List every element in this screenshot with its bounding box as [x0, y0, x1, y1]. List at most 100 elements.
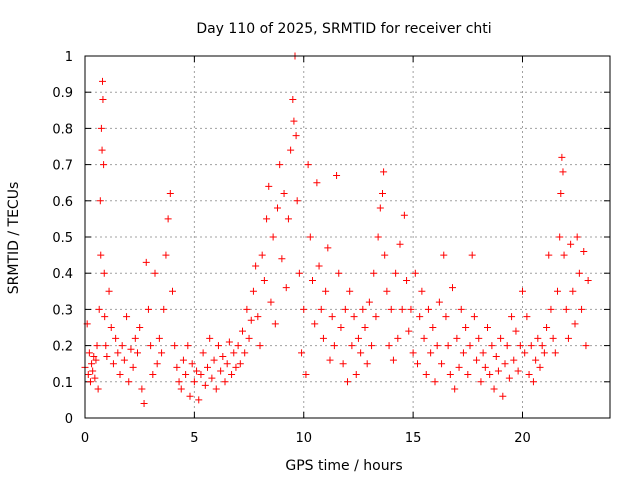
data-point	[540, 349, 548, 357]
data-point	[409, 349, 417, 357]
data-point	[488, 342, 496, 350]
data-point	[263, 215, 271, 223]
data-point	[236, 360, 244, 368]
data-point	[414, 360, 421, 368]
data-point	[107, 324, 115, 331]
x-tick-label: 20	[514, 431, 531, 446]
data-point	[322, 287, 330, 295]
data-point	[411, 269, 419, 277]
data-point	[457, 305, 465, 313]
chart-title: Day 110 of 2025, SRMTID for receiver cht…	[196, 21, 491, 37]
data-point	[197, 371, 205, 379]
data-point	[304, 161, 312, 169]
data-point	[403, 276, 411, 284]
data-point	[584, 276, 592, 284]
grid	[85, 56, 610, 418]
data-point	[516, 342, 524, 350]
data-point	[278, 255, 286, 263]
data-point	[352, 371, 360, 379]
y-tick-label: 0.4	[52, 267, 73, 282]
data-point	[503, 342, 511, 350]
data-point	[359, 305, 367, 313]
data-point	[380, 168, 388, 176]
data-point	[234, 342, 242, 350]
data-point	[282, 284, 290, 292]
data-point	[499, 392, 507, 400]
data-point	[245, 334, 253, 342]
data-point	[392, 269, 400, 277]
data-point	[195, 396, 203, 404]
data-point	[290, 117, 298, 125]
data-points	[81, 52, 592, 408]
data-point	[354, 334, 362, 342]
data-point	[116, 371, 124, 379]
data-point	[158, 349, 166, 357]
data-point	[164, 215, 172, 223]
data-point	[206, 334, 214, 342]
data-point	[464, 371, 472, 379]
data-point	[134, 349, 141, 357]
data-point	[109, 360, 117, 368]
data-point	[466, 342, 474, 350]
x-tick-label: 10	[295, 431, 312, 446]
y-tick-label: 0.9	[52, 86, 73, 101]
data-point	[269, 233, 277, 241]
data-point	[560, 251, 568, 259]
data-point	[449, 284, 456, 292]
data-point	[521, 349, 529, 357]
data-point	[350, 313, 358, 321]
data-point	[455, 363, 463, 371]
data-point	[418, 287, 426, 295]
y-tick-label: 0.1	[52, 376, 73, 391]
data-point	[532, 356, 540, 364]
data-point	[490, 385, 498, 393]
data-point	[497, 334, 505, 342]
data-point	[486, 371, 494, 379]
data-point	[346, 287, 354, 295]
data-point	[228, 371, 236, 379]
data-point	[431, 378, 439, 386]
data-point	[193, 367, 201, 375]
data-point	[254, 313, 262, 321]
data-point	[582, 342, 590, 350]
data-point	[396, 240, 404, 248]
data-point	[554, 287, 561, 295]
data-point	[319, 334, 327, 342]
data-point	[89, 367, 97, 375]
data-point	[169, 287, 176, 295]
data-point	[243, 305, 251, 313]
data-point	[451, 385, 459, 393]
data-point	[208, 374, 216, 382]
data-point	[514, 367, 522, 375]
data-point	[90, 352, 98, 360]
data-point	[365, 298, 373, 306]
data-point	[326, 356, 334, 364]
data-point	[549, 334, 557, 342]
data-point	[186, 392, 194, 400]
data-point	[558, 153, 566, 161]
data-point	[103, 352, 111, 360]
data-point	[462, 324, 470, 331]
data-point	[473, 356, 481, 364]
data-point	[214, 342, 222, 350]
y-tick-label: 0	[65, 412, 73, 427]
data-point	[315, 262, 323, 270]
data-point	[357, 349, 365, 357]
data-point	[100, 161, 108, 169]
data-point	[182, 371, 190, 379]
data-point	[433, 342, 441, 350]
data-point	[219, 352, 227, 360]
data-point	[475, 334, 483, 342]
data-point	[274, 204, 281, 212]
data-point	[97, 251, 105, 259]
x-axis-label: GPS time / hours	[285, 458, 402, 474]
data-point	[88, 360, 96, 368]
data-point	[573, 233, 581, 241]
data-point	[252, 262, 260, 270]
data-point	[543, 324, 551, 331]
data-point	[127, 345, 135, 353]
data-point	[247, 316, 255, 324]
data-point	[427, 349, 435, 357]
data-point	[508, 313, 516, 321]
